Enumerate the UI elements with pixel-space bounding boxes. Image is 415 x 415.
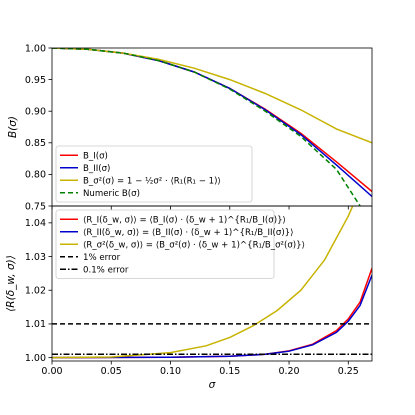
legend-label: B_σ²(σ) = 1 − ½σ² · ⟨R₁(R₁ − 1)⟩ <box>83 176 221 186</box>
legend-label: Numeric B(σ) <box>83 189 140 199</box>
series-line-3 <box>52 48 361 206</box>
bottom-panel-rmean: 1.00 1.01 1.02 1.03 1.04 0.00 0.05 0.10 0.15 0.20… <box>5 205 373 391</box>
x-tick-label: 0.10 <box>160 366 181 377</box>
legend-label: 0.1% error <box>83 265 129 275</box>
legend: B_I(σ) B_II(σ) B_σ²(σ) = 1 − ½σ² · ⟨R₁(R₁ … <box>55 145 253 203</box>
legend-label: ⟨R_σ²(δ_w, σ)⟩ = ⟨B_σ²(σ) · (δ_w + 1)^{R… <box>83 240 305 250</box>
y-tick-label: 1.00 <box>25 43 46 54</box>
x-tick-label: 0.05 <box>101 366 122 377</box>
legend-label: ⟨R_II(δ_w, σ)⟩ = ⟨B_II(σ) · (δ_w + 1)^{R… <box>83 228 294 238</box>
x-tick-label: 0.20 <box>278 366 299 377</box>
y-tick-label: 1.02 <box>25 286 46 297</box>
top-panel-bfunction: 0.75 0.80 0.85 0.90 0.95 1.00 B(σ) B_I(σ) B_II(σ… <box>7 43 373 212</box>
y-tick-label: 1.01 <box>25 319 46 330</box>
series-line-2 <box>52 206 354 359</box>
series-group <box>52 48 372 206</box>
legend-label: B_II(σ) <box>83 164 110 174</box>
legend-label: B_I(σ) <box>83 151 108 161</box>
y-tick-label: 0.95 <box>25 75 46 86</box>
y-tick-label: 1.03 <box>25 252 46 263</box>
y-tick-label: 1.04 <box>25 218 46 229</box>
x-tick-label: 0.25 <box>338 366 359 377</box>
x-tick-label: 0.15 <box>219 366 240 377</box>
y-tick-label: 0.90 <box>25 107 46 118</box>
y-tick-label: 0.85 <box>25 138 46 149</box>
axes-frame <box>51 205 373 362</box>
legend-box <box>55 209 275 279</box>
x-axis-label: σ <box>209 379 216 391</box>
legend: ⟨R_I(δ_w, σ)⟩ = ⟨B_I(σ) · (δ_w + 1)^{R₁/… <box>55 209 305 279</box>
series-line-2 <box>52 48 372 144</box>
y-tick-label: 0.75 <box>25 201 46 212</box>
series-line-1 <box>52 274 372 359</box>
y-tick-label: 1.00 <box>25 353 46 364</box>
legend-label: ⟨R_I(δ_w, σ)⟩ = ⟨B_I(σ) · (δ_w + 1)^{R₁/… <box>83 215 286 225</box>
series-group <box>52 206 372 359</box>
x-tick-label: 0.00 <box>41 366 62 377</box>
legend-label: 1% error <box>83 253 121 263</box>
legend-box <box>55 145 253 203</box>
y-axis-label: ⟨R(δ_w, σ)⟩ <box>5 255 17 312</box>
y-axis-label: B(σ) <box>7 116 19 138</box>
y-tick-label: 0.80 <box>25 170 46 181</box>
